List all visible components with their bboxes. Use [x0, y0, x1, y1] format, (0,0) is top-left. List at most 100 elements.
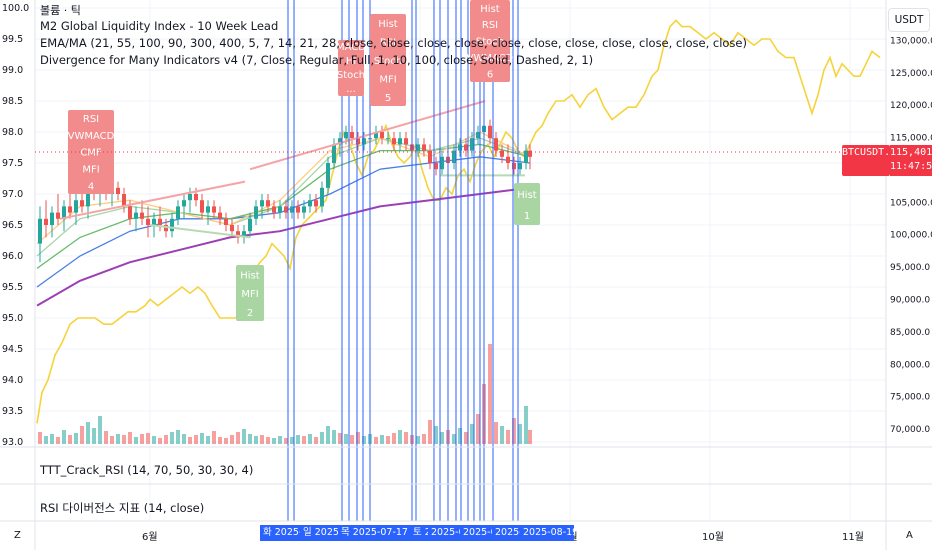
volume-bar [80, 426, 84, 444]
volume-bar [416, 436, 420, 444]
candle-body [476, 132, 480, 139]
candle-body [38, 218, 42, 244]
volume-bar [302, 436, 306, 444]
left-axis-tick: 99.0 [2, 65, 23, 76]
symbol-tag: BTCUSDT.P [842, 145, 896, 176]
label-text: RSI [482, 20, 498, 31]
right-axis-tick: 100,000.0 [890, 231, 932, 241]
candle-body [524, 150, 528, 163]
volume-bar [434, 426, 438, 444]
volume-bar [140, 434, 144, 444]
label-text: VWMACD [68, 131, 115, 142]
candle-body [434, 163, 438, 170]
zoom-toggle[interactable]: Z [14, 530, 21, 541]
candle-body [272, 206, 276, 213]
panel-ttt-crack-rsi[interactable]: TTT_Crack_RSI (14, 70, 50, 30, 30, 4) [40, 463, 254, 477]
candle-body [296, 206, 300, 213]
volume-bar [272, 438, 276, 444]
candle-body [74, 200, 78, 213]
candle-body [428, 150, 432, 163]
volume-bar [494, 422, 498, 444]
candle-body [50, 212, 54, 225]
volume-bar [92, 428, 96, 444]
divergence-label: Hist MFI 2 [236, 265, 264, 321]
left-axis-tick: 93.5 [2, 406, 23, 417]
candle-body [398, 138, 402, 145]
candle-body [452, 150, 456, 163]
volume-bar [116, 434, 120, 444]
right-axis-tick: 105,000.0 [890, 198, 932, 208]
time-axis-label: 11월 [842, 532, 864, 543]
label-box [470, 0, 510, 82]
volume-bar [128, 432, 132, 444]
volume-bar [236, 432, 240, 444]
divergence-label: Hist RSI Stoch MFI 5 [370, 14, 406, 106]
volume-bar [164, 435, 168, 444]
volume-bar [152, 436, 156, 444]
volume-bar [314, 437, 318, 444]
legend-divergence[interactable]: Divergence for Many Indicators v4 (7, Cl… [40, 53, 594, 67]
right-axis-tick: 125,000.0 [890, 69, 932, 79]
volume-bar [194, 435, 198, 444]
auto-scale-toggle[interactable]: A [906, 530, 913, 541]
volume-bar [392, 433, 396, 444]
time-axis-label: 10월 [702, 532, 724, 543]
candle-body [344, 132, 348, 139]
candle-body [488, 125, 492, 139]
candle-body [254, 206, 258, 219]
left-axis-tick: 95.5 [2, 282, 23, 293]
legend-m2[interactable]: M2 Global Liquidity Index - 10 Week Lead [40, 19, 279, 33]
volume-bar [488, 344, 492, 444]
candle-body [212, 206, 216, 213]
right-axis-tick: 85,000.0 [890, 328, 930, 338]
candle-body [206, 206, 210, 213]
candle-body [164, 225, 168, 232]
volume-bar [380, 435, 384, 444]
volume-bar [422, 434, 426, 444]
volume-bar [266, 437, 270, 444]
volume-bar [398, 430, 402, 444]
label-box [236, 265, 264, 321]
volume-bar [338, 433, 342, 444]
volume-bar [464, 432, 468, 444]
candle-body [230, 225, 234, 232]
left-axis-tick: 96.0 [2, 251, 23, 262]
candle-body [314, 200, 318, 207]
volume-bar [518, 424, 522, 444]
legend-ema[interactable]: EMA/MA (21, 55, 100, 90, 300, 400, 5, 7,… [40, 36, 747, 50]
candle-body [68, 206, 72, 213]
left-axis-tick: 99.5 [2, 34, 23, 45]
candle-body [458, 144, 462, 151]
bar-countdown: 11:47:58 [890, 161, 932, 172]
candle-body [134, 212, 138, 219]
volume-bar [248, 434, 252, 444]
candle-body [182, 200, 186, 207]
volume-bar [38, 432, 42, 444]
volume-bar [146, 433, 150, 444]
candle-body [512, 163, 516, 170]
volume-bar [500, 426, 504, 444]
divergence-line [149, 224, 251, 239]
volume-bar [98, 416, 102, 444]
volume-bar [356, 432, 360, 444]
volume-bar [230, 435, 234, 444]
volume-bar [206, 436, 210, 444]
volume-bar [50, 434, 54, 444]
right-axis-tick: 75,000.0 [890, 393, 930, 403]
volume-bar [224, 438, 228, 444]
right-axis-tick: 115,000.0 [890, 134, 932, 144]
candle-body [200, 200, 204, 213]
volume-bar [452, 434, 456, 444]
candle-body [236, 231, 240, 238]
label-text: RSI [83, 114, 99, 125]
candle-body [338, 138, 342, 145]
candle-body [518, 163, 522, 170]
currency-button[interactable]: USDT [888, 8, 930, 32]
panel-rsi-divergence[interactable]: RSI 다이버전스 지표 (14, close) [40, 501, 205, 515]
left-axis-tick: 97.0 [2, 189, 23, 200]
current-price: 115,401.6 [890, 147, 932, 158]
right-axis-tick: 130,000.0 [890, 36, 932, 46]
right-axis-tick: 70,000.0 [890, 425, 930, 435]
